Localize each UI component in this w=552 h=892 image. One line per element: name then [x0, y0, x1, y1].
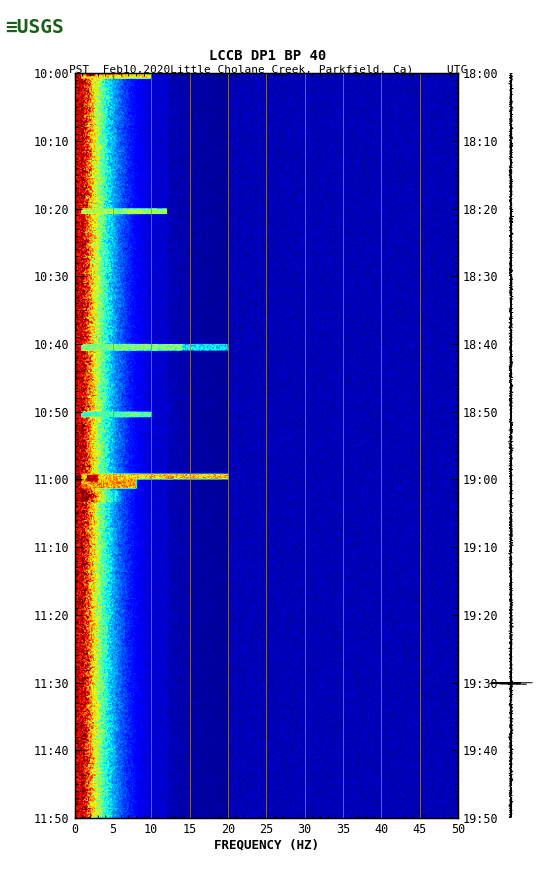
Text: ≡USGS: ≡USGS	[6, 18, 64, 37]
Text: LCCB DP1 BP 40: LCCB DP1 BP 40	[209, 49, 326, 63]
Text: PST  Feb10,2020Little Cholane Creek, Parkfield, Ca)     UTC: PST Feb10,2020Little Cholane Creek, Park…	[68, 64, 467, 75]
X-axis label: FREQUENCY (HZ): FREQUENCY (HZ)	[214, 838, 319, 852]
